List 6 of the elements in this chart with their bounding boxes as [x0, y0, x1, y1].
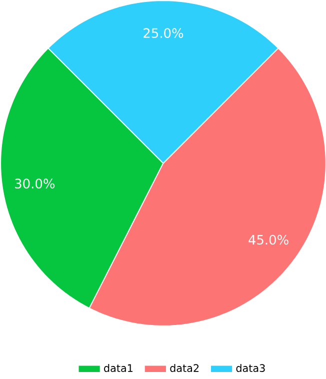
- legend-label: data3: [236, 364, 265, 372]
- legend-label: data2: [170, 364, 198, 372]
- data-label: 30.0%: [14, 178, 54, 188]
- legend-label: data1: [104, 364, 132, 372]
- data-label: 45.0%: [248, 234, 288, 245]
- data-label: 25.0%: [143, 28, 183, 38]
